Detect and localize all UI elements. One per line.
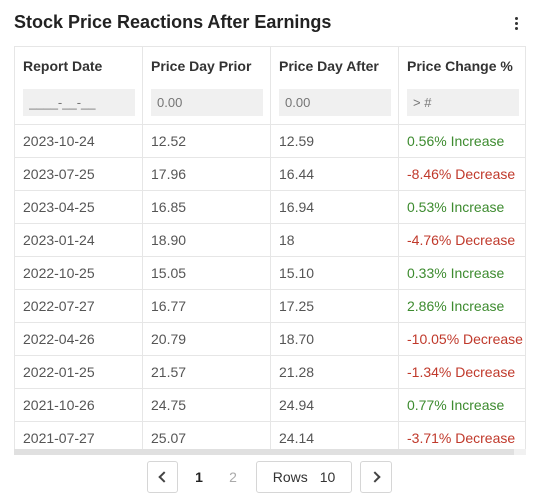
- table-row: 2023-04-25 16.85 16.94 0.53% Increase: [15, 191, 525, 224]
- column-header-report-date[interactable]: Report Date: [15, 47, 143, 85]
- cell-price-day-after: 21.28: [271, 356, 399, 389]
- cell-price-day-after: 24.94: [271, 389, 399, 422]
- column-header-price-day-prior[interactable]: Price Day Prior: [143, 47, 271, 85]
- pagination: 1 2 Rows 10: [0, 461, 534, 493]
- data-table: Report Date Price Day Prior Price Day Af…: [14, 46, 526, 455]
- rows-label: Rows: [272, 469, 308, 485]
- table-row: 2023-01-24 18.90 18 -4.76% Decrease: [15, 224, 525, 257]
- kebab-menu-icon[interactable]: [508, 12, 524, 34]
- chevron-left-icon[interactable]: [147, 461, 178, 493]
- cell-price-day-prior: 16.77: [143, 290, 271, 323]
- filter-row: [15, 85, 525, 125]
- scrollbar-thumb[interactable]: [14, 449, 514, 455]
- page-1-button[interactable]: 1: [195, 469, 203, 485]
- cell-report-date: 2022-07-27: [15, 290, 143, 323]
- price-day-prior-filter-input[interactable]: [151, 89, 263, 116]
- cell-price-day-prior: 15.05: [143, 257, 271, 290]
- cell-price-day-prior: 17.96: [143, 158, 271, 191]
- cell-price-day-after: 16.44: [271, 158, 399, 191]
- cell-price-change: 0.33% Increase: [399, 257, 525, 290]
- cell-price-day-after: 17.25: [271, 290, 399, 323]
- cell-report-date: 2022-01-25: [15, 356, 143, 389]
- price-change-filter-input[interactable]: [407, 89, 519, 116]
- rows-value: 10: [319, 469, 336, 485]
- rows-per-page-select[interactable]: Rows 10: [256, 461, 352, 493]
- cell-price-day-after: 18.70: [271, 323, 399, 356]
- cell-price-change: -10.05% Decrease: [399, 323, 525, 356]
- price-day-after-filter-input[interactable]: [279, 89, 391, 116]
- cell-report-date: 2023-07-25: [15, 158, 143, 191]
- cell-report-date: 2021-10-26: [15, 389, 143, 422]
- cell-report-date: 2022-04-26: [15, 323, 143, 356]
- cell-report-date: 2023-10-24: [15, 125, 143, 158]
- cell-price-day-after: 15.10: [271, 257, 399, 290]
- cell-price-day-after: 18: [271, 224, 399, 257]
- table-body: 2023-10-24 12.52 12.59 0.56% Increase 2023-0…: [15, 125, 525, 455]
- table-row: 2023-07-25 17.96 16.44 -8.46% Decrease: [15, 158, 525, 191]
- cell-report-date: 2023-01-24: [15, 224, 143, 257]
- column-header-price-day-after[interactable]: Price Day After: [271, 47, 399, 85]
- table-header-row: Report Date Price Day Prior Price Day Af…: [15, 47, 525, 85]
- table-row: 2021-10-26 24.75 24.94 0.77% Increase: [15, 389, 525, 422]
- cell-price-day-prior: 20.79: [143, 323, 271, 356]
- cell-price-change: 2.86% Increase: [399, 290, 525, 323]
- table-row: 2023-10-24 12.52 12.59 0.56% Increase: [15, 125, 525, 158]
- table-row: 2022-01-25 21.57 21.28 -1.34% Decrease: [15, 356, 525, 389]
- cell-price-day-after: 16.94: [271, 191, 399, 224]
- table-row: 2022-07-27 16.77 17.25 2.86% Increase: [15, 290, 525, 323]
- cell-price-day-prior: 21.57: [143, 356, 271, 389]
- cell-price-change: 0.56% Increase: [399, 125, 525, 158]
- cell-price-change: -4.76% Decrease: [399, 224, 525, 257]
- cell-price-change: 0.77% Increase: [399, 389, 525, 422]
- report-date-filter-input[interactable]: [23, 89, 135, 116]
- cell-report-date: 2022-10-25: [15, 257, 143, 290]
- chevron-right-icon[interactable]: [360, 461, 392, 493]
- horizontal-scrollbar[interactable]: [14, 449, 526, 455]
- cell-price-change: -1.34% Decrease: [399, 356, 525, 389]
- page-2-button[interactable]: 2: [229, 469, 237, 485]
- cell-price-change: 0.53% Increase: [399, 191, 525, 224]
- column-header-price-change[interactable]: Price Change %: [407, 58, 513, 74]
- cell-report-date: 2023-04-25: [15, 191, 143, 224]
- cell-price-day-prior: 16.85: [143, 191, 271, 224]
- cell-price-day-prior: 24.75: [143, 389, 271, 422]
- cell-price-day-prior: 18.90: [143, 224, 271, 257]
- cell-price-day-after: 12.59: [271, 125, 399, 158]
- table-row: 2022-10-25 15.05 15.10 0.33% Increase: [15, 257, 525, 290]
- page-title: Stock Price Reactions After Earnings: [14, 12, 332, 32]
- cell-price-change: -8.46% Decrease: [399, 158, 525, 191]
- table-row: 2022-04-26 20.79 18.70 -10.05% Decrease: [15, 323, 525, 356]
- cell-price-day-prior: 12.52: [143, 125, 271, 158]
